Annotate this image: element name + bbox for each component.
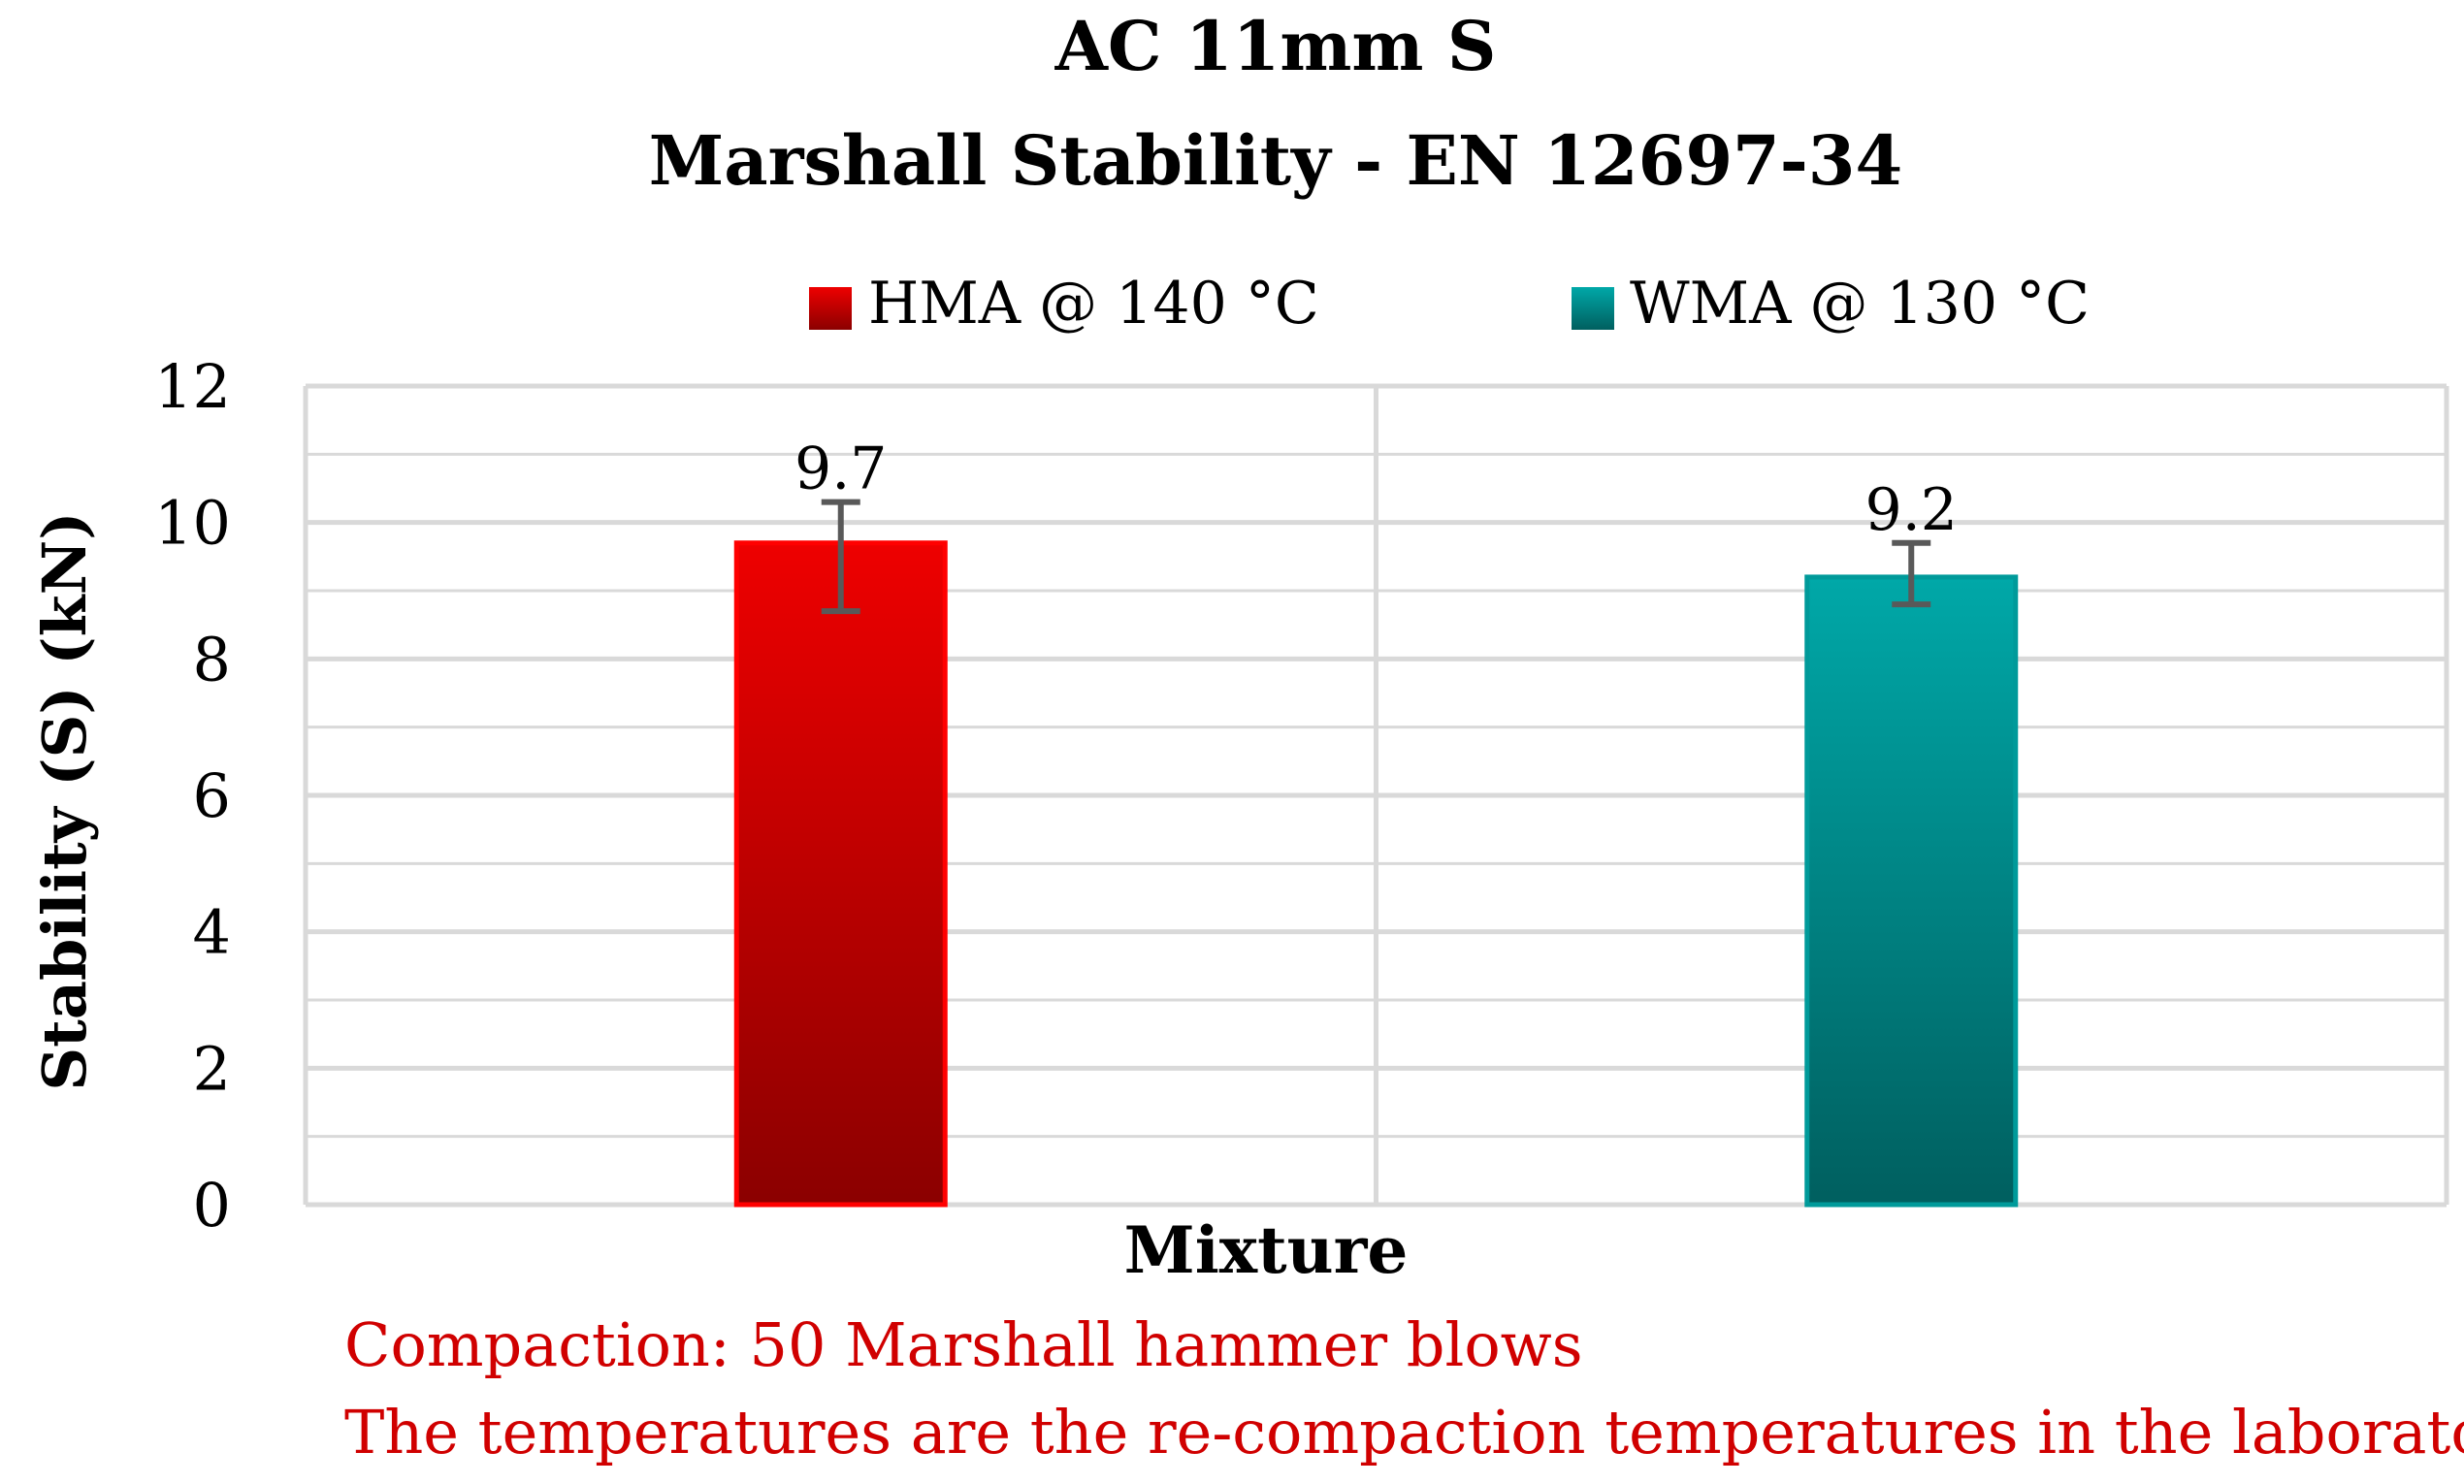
y-tick-label: 8 [193, 624, 231, 694]
annotation-compaction: Compaction: 50 Marshall hammer blows [344, 1309, 1583, 1380]
bars: 9.7 9.2 [733, 436, 2019, 1208]
y-tick-label: 6 [193, 760, 231, 831]
legend-swatch-hma [809, 287, 852, 330]
y-tick-label: 12 [154, 351, 231, 422]
y-tick-label: 0 [193, 1170, 231, 1241]
y-tick-label: 2 [193, 1033, 231, 1104]
annotation-temperatures: The temperatures are the re-compaction t… [344, 1397, 2464, 1468]
y-tick-label: 10 [154, 488, 231, 559]
gridlines [303, 383, 2449, 1208]
y-tick-label: 4 [193, 897, 231, 968]
chart-subtitle: Marshall Stability - EN 12697-34 [649, 120, 1902, 201]
x-axis-label: Mixture [1124, 1212, 1409, 1288]
data-label: 9.7 [794, 436, 887, 503]
chart-title: AC 11mm S [1054, 6, 1497, 86]
legend-label-wma: WMA @ 130 °C [1630, 270, 2090, 338]
bar-hma [733, 540, 948, 1208]
y-axis-ticks: 0 2 4 6 8 10 12 [154, 351, 231, 1241]
y-axis-label: Stability (S) (kN) [29, 511, 100, 1090]
bar-wma [1804, 574, 2019, 1208]
data-label: 9.2 [1865, 476, 1958, 544]
legend: HMA @ 140 °C WMA @ 130 °C [809, 270, 2090, 338]
legend-swatch-wma [1572, 287, 1614, 330]
legend-label-hma: HMA @ 140 °C [868, 270, 1319, 338]
